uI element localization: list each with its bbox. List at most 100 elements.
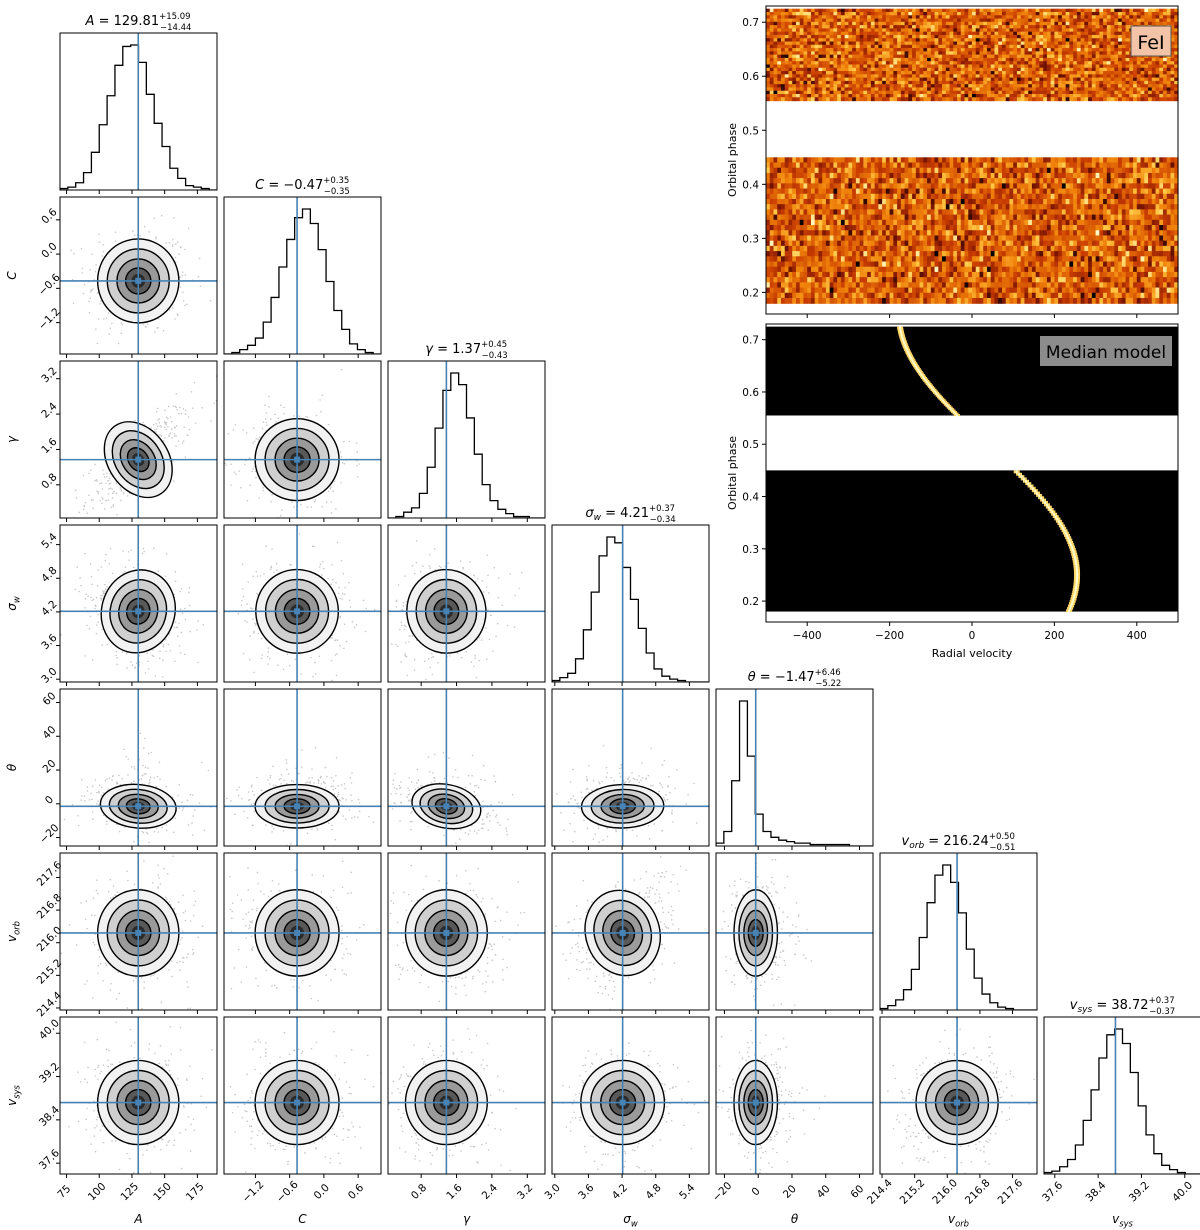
ccf-pixel [942,204,947,211]
ccf-pixel [1076,225,1082,231]
ccf-pixel [897,230,902,237]
ccf-pixel [953,219,958,226]
ccf-pixel [1099,38,1104,43]
ccf-pixel [1103,48,1108,52]
ccf-pixel [889,38,894,43]
ccf-pixel [1020,21,1026,26]
ccf-pixel [1110,178,1115,184]
ccf-pixel [1151,8,1157,13]
ccf-pixel [1009,28,1014,33]
ccf-pixel [867,28,872,33]
ccf-pixel [885,188,891,195]
ccf-pixel [792,261,797,268]
ccf-pixel [1065,21,1070,26]
ccf-pixel [844,44,849,49]
ccf-pixel [803,8,808,13]
ccf-pixel [833,282,838,289]
ccf-pixel [1125,31,1130,36]
ccf-pixel [1148,8,1153,13]
ccf-pixel [870,240,876,247]
ccf-pixel [1088,271,1093,278]
ccf-pixel [1013,41,1018,46]
ccf-pixel [810,25,816,29]
ccf-pixel [900,256,906,263]
ccf-pixel [1148,277,1153,283]
ccf-pixel [1054,214,1059,221]
ccf-pixel [953,157,958,164]
ccf-pixel [979,287,984,294]
ccf-pixel [934,292,939,299]
ccf-pixel [848,18,853,23]
ccf-pixel [829,157,835,164]
ccf-pixel [960,287,966,294]
ccf-pixel [1129,245,1134,252]
ccf-pixel [1028,204,1033,211]
ccf-pixel [927,38,932,43]
ccf-pixel [1076,44,1082,49]
ccf-pixel [1174,230,1179,237]
ccf-pixel [863,8,868,13]
ccf-pixel [1069,209,1074,216]
ccf-pixel [1076,25,1082,29]
ccf-pixel [975,282,981,289]
ccf-pixel [1144,162,1149,169]
ccf-pixel [833,271,838,278]
ccf-pixel [1054,251,1059,257]
ccf-pixel [945,21,951,26]
ccf-pixel [1065,8,1070,13]
ccf-pixel [780,18,786,23]
ccf-pixel [912,225,917,231]
ccf-pixel [897,240,902,247]
ccf-pixel [807,41,812,46]
ccf-pixel [998,266,1003,273]
ccf-pixel [1110,277,1115,283]
ccf-pixel [1091,18,1097,23]
ccf-pixel [766,48,771,52]
ccf-pixel [904,21,909,26]
histogram-C [224,208,381,354]
ccf-pixel [1095,48,1100,52]
ccf-pixel [818,230,823,237]
ccf-pixel [807,292,812,299]
ccf-pixel [829,256,835,263]
ccf-pixel [777,256,782,263]
ccf-pixel [968,287,973,294]
ccf-pixel [766,198,771,205]
ccf-pixel [919,271,924,278]
ccf-pixel [840,219,846,226]
xtick-label: 5.4 [677,1182,698,1203]
ccf-pixel [844,41,849,46]
ccf-pixel [818,41,823,46]
ccf-pixel [908,287,913,294]
ccf-pixel [1099,44,1104,49]
ccf-pixel [1136,172,1142,179]
ccf-pixel [927,172,932,179]
ccf-pixel [1136,204,1142,211]
ccf-pixel [949,282,954,289]
ccf-pixel [957,183,962,190]
ccf-pixel [1103,25,1108,29]
ccf-pixel [897,266,902,273]
ccf-pixel [792,198,797,205]
ccf-pixel [1061,193,1067,200]
ccf-pixel [934,198,939,205]
ccf-pixel [983,31,988,36]
ccf-pixel [1106,183,1112,190]
ccf-pixel [807,271,812,278]
ccf-pixel [837,235,842,242]
ccf-pixel [957,251,962,257]
ccf-pixel [1170,204,1175,211]
ccf-pixel [927,178,932,184]
ccf-pixel [1114,214,1119,221]
ccf-pixel [870,209,876,216]
ccf-pixel [1121,34,1127,39]
ccf-pixel [773,256,778,263]
ccf-pixel [1088,183,1093,190]
ccf-pixel [1035,183,1041,190]
ccf-pixel [885,245,891,252]
ccf-pixel [1170,162,1175,169]
ccf-pixel [1084,245,1089,252]
ccf-pixel [859,34,864,39]
ccf-pixel [1088,21,1093,26]
ccf-pixel [1080,41,1085,46]
